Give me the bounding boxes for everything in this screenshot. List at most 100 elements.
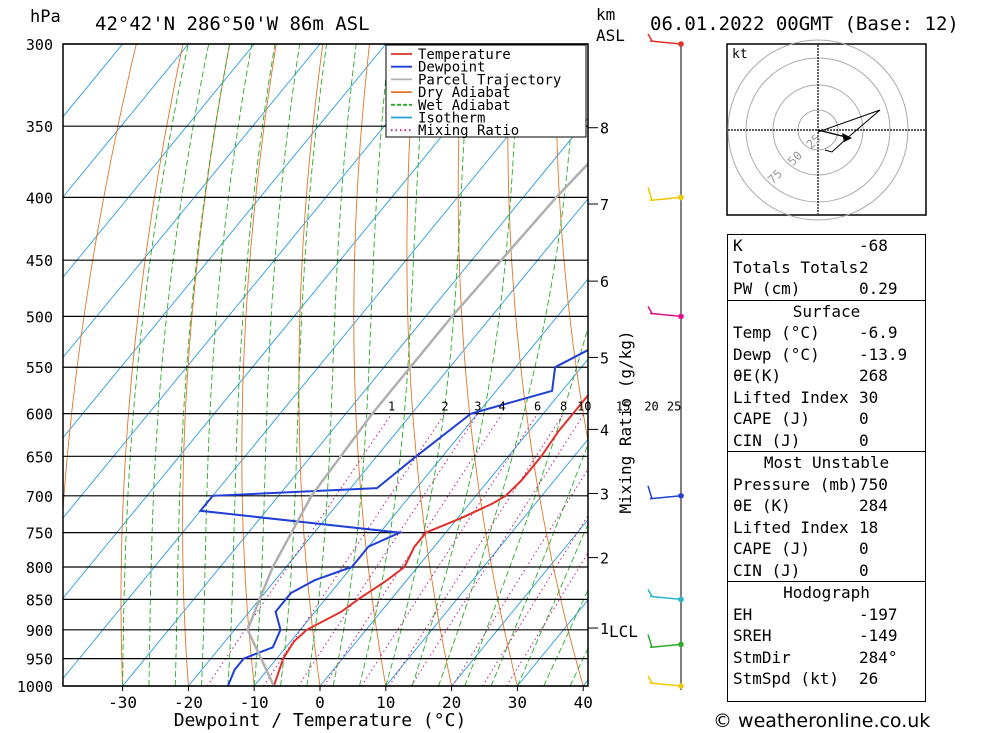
isotherm-line <box>122 117 588 686</box>
isotherm-line <box>63 44 387 439</box>
height-unit-km: km <box>596 5 615 24</box>
x-axis-label: Dewpoint / Temperature (°C) <box>174 710 467 731</box>
dry-adiabat-line <box>457 44 518 686</box>
row-label: Dewp (°C) <box>733 344 820 364</box>
pressure-tick-label: 450 <box>26 252 53 270</box>
wind-barb-flag <box>647 675 653 684</box>
mixing-ratio-line <box>297 413 479 686</box>
height-tick-label: 7 <box>600 196 609 214</box>
row-label: EH <box>733 604 753 624</box>
row-label: CAPE (J) <box>733 409 811 428</box>
mixing-ratio-label: 4 <box>499 400 506 414</box>
table-row: EH -197 <box>728 604 925 626</box>
dry-adiabat-line <box>120 44 184 686</box>
mixing-ratio-line <box>206 413 393 686</box>
wind-barb <box>649 312 682 318</box>
height-unit-asl: ASL <box>596 26 625 45</box>
isotherm-line <box>63 44 321 359</box>
legend-entry: Parcel Trajectory <box>418 72 561 88</box>
table-row: StmSpd (kt) 26 <box>728 668 925 690</box>
surface-header: Surface <box>728 299 925 323</box>
dry-adiabat-line <box>929 44 1000 686</box>
dry-adiabat-line <box>298 44 324 686</box>
height-tick-label: 1 <box>600 620 609 638</box>
wet-adiabat-line <box>359 44 428 686</box>
table-row: Pressure (mb) 750 <box>728 474 925 496</box>
plot-frame <box>62 43 589 687</box>
legend-entry: Dewpoint <box>418 60 485 76</box>
wind-barb <box>649 196 682 202</box>
wet-adiabat-line <box>543 588 588 686</box>
x-tick-label: -20 <box>174 693 203 712</box>
table-row: Lifted Index 18 <box>728 517 925 539</box>
row-value: -13.9 <box>859 344 908 364</box>
mixing-ratio-label: 6 <box>534 400 541 414</box>
row-label: Lifted Index <box>733 387 849 407</box>
row-label: StmSpd (kt) <box>733 669 839 688</box>
wind-barb-flag <box>647 33 653 42</box>
mixing-ratio-label: 3 <box>474 400 481 414</box>
wind-barb-flag <box>647 634 653 648</box>
copyright: © weatheronline.co.uk <box>713 710 931 732</box>
table-row: Lifted Index 30 <box>728 387 925 409</box>
row-label: Temp (°C) <box>733 323 820 342</box>
mixing-ratio-label: 15 <box>616 400 630 414</box>
axes: 3003504004505005506006507007508008509009… <box>17 36 609 712</box>
mixing-ratio-axis-label: Mixing Ratio (g/kg) <box>616 330 635 513</box>
x-tick-label: 0 <box>315 693 325 712</box>
row-label: CAPE (J) <box>733 539 811 558</box>
row-value: 750 <box>859 474 888 494</box>
wind-barb <box>649 595 682 601</box>
mixing-ratio-label: 25 <box>667 400 681 414</box>
legend-entry: Wet Adiabat <box>418 98 511 114</box>
isotherm-line <box>63 44 518 599</box>
row-label: Totals Totals <box>733 257 859 277</box>
pressure-tick-label: 1000 <box>17 678 53 696</box>
wind-barb <box>649 643 682 649</box>
pressure-tick-label: 700 <box>26 488 53 506</box>
table-row: PW (cm) 0.29 <box>728 278 925 300</box>
table-row: Dewp (°C) -13.9 <box>728 344 925 366</box>
wind-barb-flag <box>647 588 653 597</box>
wet-adiabat-line <box>464 325 588 686</box>
isotherm-line <box>63 44 123 118</box>
dry-adiabat-line <box>507 44 584 686</box>
row-value: 0 <box>859 539 869 558</box>
isotherm-line <box>63 44 584 680</box>
dry-adiabat-line <box>241 44 277 686</box>
legend-entry: Mixing Ratio <box>418 123 519 139</box>
row-label: CIN (J) <box>733 560 801 580</box>
profiles <box>198 162 588 686</box>
height-tick-label: 2 <box>600 550 609 568</box>
wind-barb <box>649 40 682 45</box>
height-tick-label: 3 <box>600 486 609 504</box>
mixing-ratio-line <box>506 552 588 686</box>
wind-barb <box>649 682 682 687</box>
dry-adiabat-line <box>182 44 231 686</box>
pressure-tick-label: 500 <box>26 308 53 326</box>
mixing-ratio-label: 1 <box>388 400 395 414</box>
pressure-tick-label: 950 <box>26 651 53 669</box>
row-label: StmDir <box>733 647 791 667</box>
table-row: StmDir 284° <box>728 647 925 669</box>
row-label: SREH <box>733 626 772 645</box>
row-value: 0 <box>859 560 869 580</box>
wet-adiabat-line <box>148 44 210 686</box>
x-tick-label: -10 <box>240 693 269 712</box>
mixing-ratio-line <box>388 413 565 686</box>
table-row: K -68 <box>728 235 925 257</box>
row-label: Lifted Index <box>733 517 849 537</box>
row-value: 0.29 <box>859 279 898 298</box>
row-value: 18 <box>859 517 879 537</box>
pressure-tick-label: 350 <box>26 118 53 136</box>
pressure-tick-label: 600 <box>26 406 53 424</box>
wet-adiabat-line <box>332 44 390 686</box>
most-unstable-rows: Pressure (mb) 750 θE (K) 284 Lifted Index 18 C… <box>728 474 925 582</box>
legend-entry: Dry Adiabat <box>418 85 511 101</box>
row-value: -197 <box>859 604 898 624</box>
table-row: CAPE (J) 0 <box>728 538 925 560</box>
table-row: θE(K) 268 <box>728 365 925 387</box>
wind-barb-dot <box>678 313 684 320</box>
x-tick-label: 20 <box>442 693 461 712</box>
